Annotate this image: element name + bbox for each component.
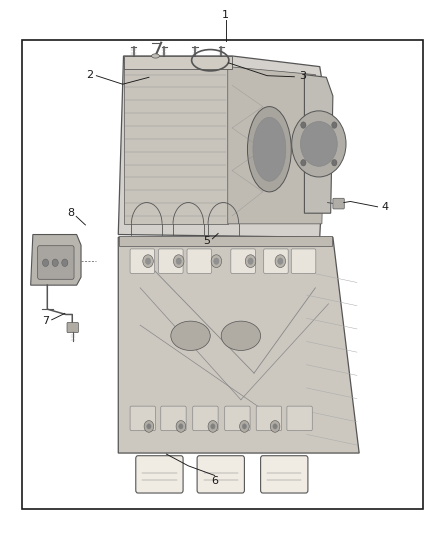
Circle shape — [270, 421, 280, 432]
FancyBboxPatch shape — [193, 406, 218, 431]
Circle shape — [214, 258, 219, 264]
Circle shape — [52, 259, 58, 266]
Circle shape — [301, 122, 306, 128]
Text: 5: 5 — [203, 236, 210, 246]
FancyBboxPatch shape — [130, 249, 155, 273]
Text: 8: 8 — [67, 208, 74, 218]
Circle shape — [300, 122, 337, 166]
Circle shape — [240, 421, 249, 432]
Circle shape — [144, 421, 154, 432]
FancyBboxPatch shape — [136, 456, 183, 493]
Text: 3: 3 — [299, 71, 306, 80]
Circle shape — [176, 421, 186, 432]
Circle shape — [292, 111, 346, 177]
Ellipse shape — [247, 107, 291, 192]
FancyBboxPatch shape — [256, 406, 282, 431]
FancyBboxPatch shape — [231, 249, 255, 273]
Text: 7: 7 — [42, 316, 49, 326]
Polygon shape — [119, 236, 332, 246]
Circle shape — [143, 255, 153, 268]
Circle shape — [273, 424, 277, 429]
FancyBboxPatch shape — [197, 456, 244, 493]
Polygon shape — [124, 67, 228, 224]
Polygon shape — [31, 235, 81, 285]
FancyBboxPatch shape — [291, 249, 316, 273]
Circle shape — [176, 258, 181, 264]
FancyBboxPatch shape — [333, 198, 344, 209]
Circle shape — [147, 424, 151, 429]
FancyBboxPatch shape — [159, 249, 183, 273]
Polygon shape — [118, 56, 326, 237]
FancyBboxPatch shape — [161, 406, 186, 431]
FancyBboxPatch shape — [225, 406, 250, 431]
FancyBboxPatch shape — [187, 249, 212, 273]
Circle shape — [173, 255, 184, 268]
Text: 2: 2 — [86, 70, 93, 79]
Circle shape — [332, 122, 337, 128]
Ellipse shape — [253, 117, 286, 181]
Circle shape — [42, 259, 49, 266]
Polygon shape — [228, 67, 324, 224]
FancyBboxPatch shape — [38, 246, 74, 279]
Polygon shape — [124, 56, 232, 69]
Circle shape — [301, 159, 306, 166]
FancyBboxPatch shape — [130, 406, 155, 431]
Text: 6: 6 — [211, 477, 218, 486]
Circle shape — [275, 255, 286, 268]
Circle shape — [211, 255, 222, 268]
Circle shape — [145, 258, 151, 264]
Circle shape — [248, 258, 253, 264]
Ellipse shape — [221, 321, 261, 351]
Text: 4: 4 — [381, 202, 388, 212]
Circle shape — [179, 424, 183, 429]
Polygon shape — [118, 237, 359, 453]
Circle shape — [62, 259, 68, 266]
Text: 1: 1 — [222, 10, 229, 20]
Circle shape — [242, 424, 247, 429]
Circle shape — [332, 159, 337, 166]
Ellipse shape — [171, 321, 210, 351]
FancyBboxPatch shape — [67, 322, 78, 333]
Polygon shape — [304, 75, 333, 213]
FancyBboxPatch shape — [261, 456, 308, 493]
FancyBboxPatch shape — [287, 406, 312, 431]
Circle shape — [208, 421, 218, 432]
FancyBboxPatch shape — [264, 249, 288, 273]
Circle shape — [245, 255, 256, 268]
Circle shape — [278, 258, 283, 264]
Circle shape — [211, 424, 215, 429]
Ellipse shape — [152, 54, 159, 58]
